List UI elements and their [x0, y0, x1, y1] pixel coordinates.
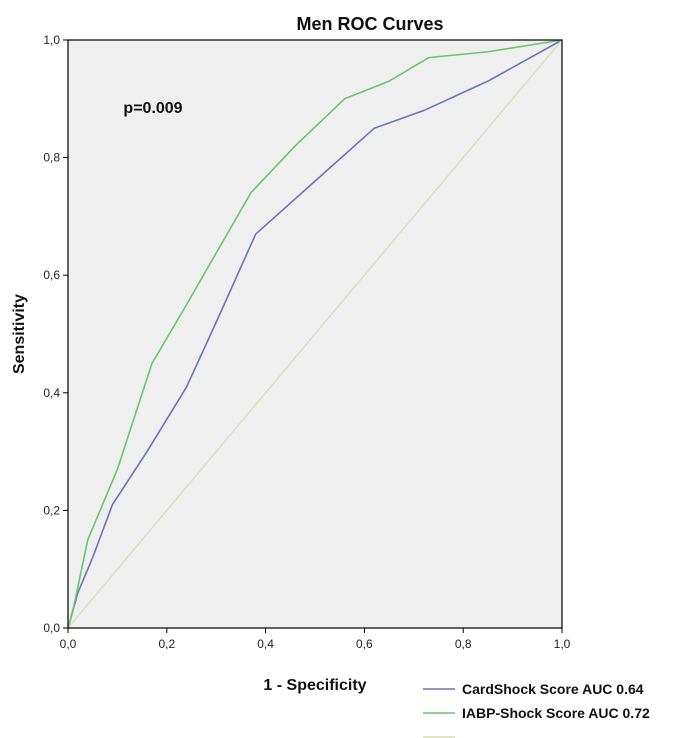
series-line-1: [67, 39, 563, 629]
plot-frame: [67, 39, 563, 629]
x-axis-label: 1 - Specificity: [263, 677, 366, 694]
x-tick-label: 0,0: [60, 637, 77, 651]
y-tick-label: 1,0: [43, 33, 60, 47]
y-tick-label: 0,2: [43, 503, 60, 517]
x-tick-label: 0,2: [158, 637, 175, 651]
legend-label: CardShock Score AUC 0.64: [462, 681, 644, 697]
y-tick-label: 0,4: [43, 386, 60, 400]
x-tick-label: 1,0: [554, 637, 571, 651]
y-axis-label: Sensitivity: [11, 294, 28, 374]
p-value-annotation: p=0.009: [123, 100, 182, 117]
y-tick-label: 0,8: [43, 151, 60, 165]
x-tick-label: 0,8: [455, 637, 472, 651]
reference-line: [67, 39, 563, 629]
legend-label: IABP-Shock Score AUC 0.72: [462, 705, 650, 721]
y-tick-label: 0,6: [43, 268, 60, 282]
x-tick-label: 0,6: [356, 637, 373, 651]
x-tick-label: 0,4: [257, 637, 274, 651]
y-tick-label: 0,0: [43, 621, 60, 635]
chart-title: Men ROC Curves: [296, 14, 443, 34]
legend: CardShock Score AUC 0.64 IABP-Shock Score…: [423, 681, 650, 738]
series-line-0: [67, 39, 563, 629]
